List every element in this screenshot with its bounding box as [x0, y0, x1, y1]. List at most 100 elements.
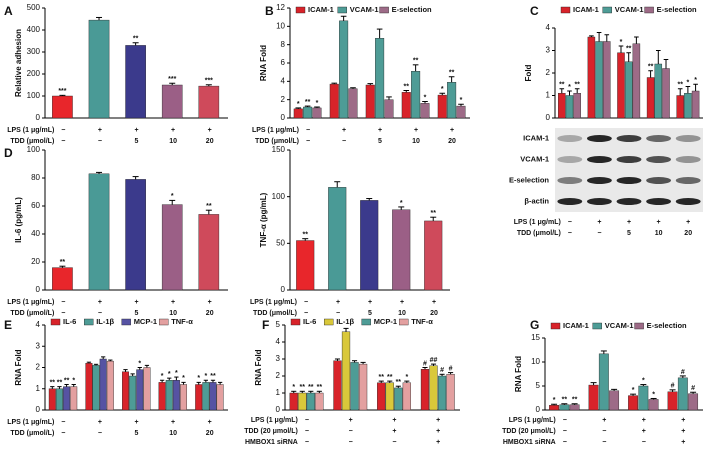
condition-value: + [432, 299, 436, 306]
significance: ** [626, 46, 632, 53]
y-tick-label: 10 [531, 357, 540, 366]
bar [684, 93, 692, 119]
significance: ** [50, 379, 56, 386]
error-bar [439, 92, 446, 96]
condition-value: + [436, 439, 440, 446]
significance: * [620, 39, 623, 46]
legend-swatch [550, 322, 561, 330]
bar [195, 384, 203, 411]
legend-swatch [121, 318, 131, 326]
error-bar [169, 199, 176, 205]
bar [136, 369, 144, 411]
y-tick-label: 2 [36, 363, 41, 372]
error-bar [685, 86, 691, 94]
legend-swatch [361, 318, 371, 326]
condition-value: 10 [169, 310, 177, 317]
condition-value: + [681, 417, 685, 424]
condition-value: − [61, 310, 65, 317]
significance: * [460, 97, 463, 104]
condition-value: + [134, 419, 138, 426]
error-bar [331, 82, 338, 85]
condition-value: + [627, 219, 631, 226]
error-bar [650, 397, 657, 400]
error-bar [132, 176, 139, 180]
significance: * [632, 387, 635, 394]
error-bar [360, 361, 366, 365]
y-tick-label: 2 [276, 371, 281, 380]
panel-letter: F [262, 318, 269, 332]
bar [377, 382, 386, 411]
condition-label: TDD (μmol/L) [517, 230, 561, 237]
condition-label: LPS (1 μg/mL) [7, 127, 54, 134]
error-bar [96, 171, 103, 174]
blot-band [616, 135, 642, 142]
error-bar [334, 181, 341, 188]
condition-value: − [336, 310, 340, 317]
error-bar [205, 84, 212, 87]
bar [676, 95, 684, 119]
error-bar [169, 82, 176, 85]
significance: * [568, 84, 571, 91]
error-bar [677, 88, 683, 96]
legend-swatch [295, 6, 306, 14]
bar [88, 19, 110, 119]
condition-value: 5 [627, 230, 631, 237]
blot-band [675, 156, 701, 163]
legend-swatch [50, 318, 61, 326]
bar [172, 380, 180, 411]
error-bar [86, 361, 92, 364]
bar [180, 384, 188, 411]
blot-band [586, 135, 612, 142]
condition-value: + [392, 428, 396, 435]
legend-label: IL-6 [303, 317, 316, 326]
condition-value: 20 [206, 430, 214, 437]
condition-value: − [61, 127, 65, 134]
significance: * [400, 200, 403, 207]
significance: * [197, 375, 200, 382]
legend-swatch [399, 318, 409, 326]
error-bar [314, 106, 320, 108]
significance: ** [387, 374, 393, 381]
condition-value: + [208, 419, 212, 426]
significance: # [440, 367, 444, 374]
condition-value: − [563, 439, 567, 446]
condition-value: + [336, 299, 340, 306]
bar [289, 392, 298, 411]
significance: # [423, 360, 427, 367]
bar [303, 106, 313, 119]
condition-value: − [304, 299, 308, 306]
significance: # [449, 365, 453, 372]
bar [85, 363, 93, 411]
condition-value: 10 [412, 138, 420, 145]
error-bar [210, 379, 216, 383]
panel-letter: D [4, 146, 13, 160]
condition-value: + [681, 439, 685, 446]
error-bar [439, 373, 445, 376]
legend-label: IL-1β [336, 317, 354, 326]
error-bar [395, 385, 401, 388]
condition-value: − [98, 310, 102, 317]
bar [52, 267, 73, 291]
error-bar [144, 364, 150, 368]
bar [365, 84, 375, 119]
error-bar [57, 386, 62, 389]
condition-value: + [171, 127, 175, 134]
y-tick-label: 80 [31, 173, 40, 182]
bar [158, 382, 166, 411]
legend-swatch [592, 322, 602, 330]
significance: # [671, 383, 675, 390]
bar [306, 392, 315, 411]
error-bar [448, 76, 455, 83]
error-bar [611, 388, 618, 391]
condition-value: − [98, 138, 102, 145]
condition-label: LPS (1 μg/mL) [7, 419, 54, 426]
blot-band [557, 156, 583, 163]
bar [198, 214, 220, 291]
y-tick-label: 3 [546, 46, 551, 55]
bar [125, 179, 146, 291]
condition-value: − [568, 230, 572, 237]
y-tick-label: 1 [276, 388, 281, 397]
condition-value: + [686, 219, 690, 226]
bar [437, 375, 447, 411]
error-bar [398, 206, 405, 210]
